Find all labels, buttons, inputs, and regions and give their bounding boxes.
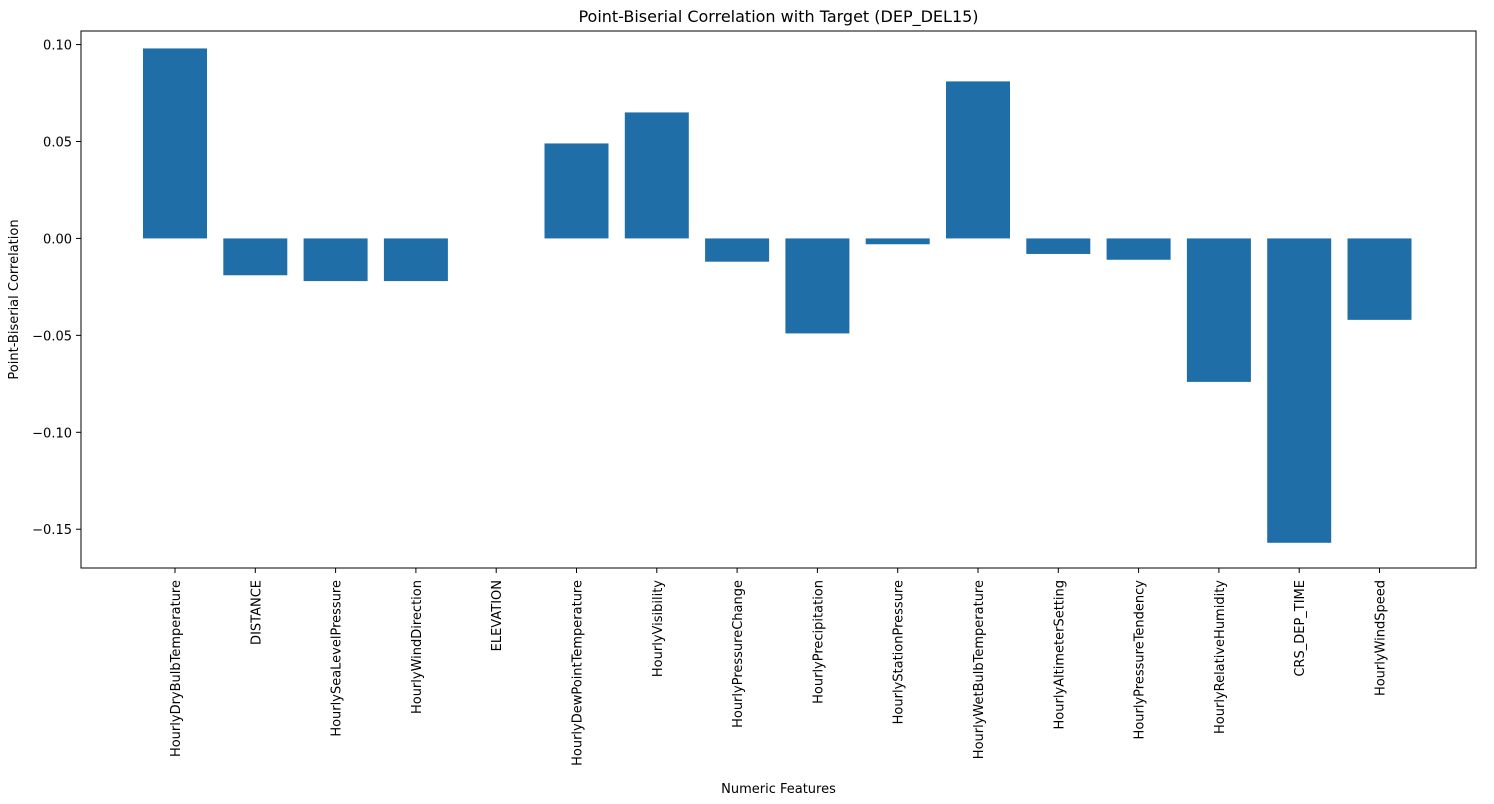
x-tick-label: HourlyStationPressure (892, 580, 907, 724)
bar-hourlyaltimetersetting (1026, 238, 1091, 254)
x-tick-label: CRS_DEP_TIME (1293, 580, 1308, 677)
x-axis-label: Numeric Features (721, 782, 836, 797)
bar-hourlywetbulbtemperature (946, 81, 1010, 239)
bar-hourlywindspeed (1347, 238, 1412, 320)
x-tick-label: HourlyVisibility (651, 580, 666, 677)
bar-hourlyrelativehumidity (1186, 238, 1251, 382)
bar-crs-dep-time (1267, 238, 1332, 543)
x-tick-label: HourlyDryBulbTemperature (169, 580, 184, 757)
x-tick-label: HourlyPressureChange (731, 580, 746, 728)
bar-distance (223, 238, 288, 276)
chart-title: Point-Biserial Correlation with Target (… (578, 7, 978, 27)
bar-hourlydrybulbtemperature (143, 48, 207, 239)
x-tick-label: HourlyDewPointTemperature (571, 580, 586, 766)
bar-hourlywinddirection (383, 238, 448, 282)
y-tick-label: 0.00 (43, 232, 72, 247)
bar-hourlyvisibility (624, 112, 689, 239)
x-tick-label: HourlyAltimeterSetting (1052, 580, 1067, 729)
y-axis-ticks: 0.10 0.05 0.00 −0.05 −0.10 −0.15 (32, 39, 81, 538)
y-tick-label: −0.05 (32, 329, 72, 344)
bar-hourlypressurechange (705, 238, 770, 262)
x-tick-label: HourlyPressureTendency (1133, 580, 1148, 740)
y-tick-label: 0.10 (43, 39, 72, 54)
plot-frame (80, 30, 1477, 569)
y-tick-label: 0.05 (43, 136, 72, 151)
y-axis-label: Point-Biserial Correlation (7, 219, 22, 379)
x-tick-label: ELEVATION (490, 580, 505, 651)
x-tick-label: HourlyRelativeHumidity (1213, 580, 1228, 734)
x-tick-label: HourlyWetBulbTemperature (972, 580, 987, 759)
bar-hourlystationpressure (865, 238, 930, 245)
y-tick-label: −0.15 (32, 523, 72, 538)
y-tick-label: −0.10 (32, 426, 72, 441)
bar-hourlyprecipitation (785, 238, 850, 334)
bar-hourlypressuretendency (1106, 238, 1171, 260)
x-tick-label: HourlyWindSpeed (1374, 580, 1389, 696)
bars-group (143, 48, 1412, 543)
bar-hourlydewpointtemperature (544, 143, 609, 239)
x-tick-label: HourlySeaLevelPressure (330, 580, 345, 737)
x-axis-ticks: HourlyDryBulbTemperature DISTANCE HourlySe… (169, 568, 1389, 766)
x-tick-label: DISTANCE (249, 580, 264, 645)
x-tick-label: HourlyWindDirection (410, 580, 425, 714)
bar-hourlysealevelpressure (303, 238, 368, 282)
x-tick-label: HourlyPrecipitation (811, 580, 826, 704)
